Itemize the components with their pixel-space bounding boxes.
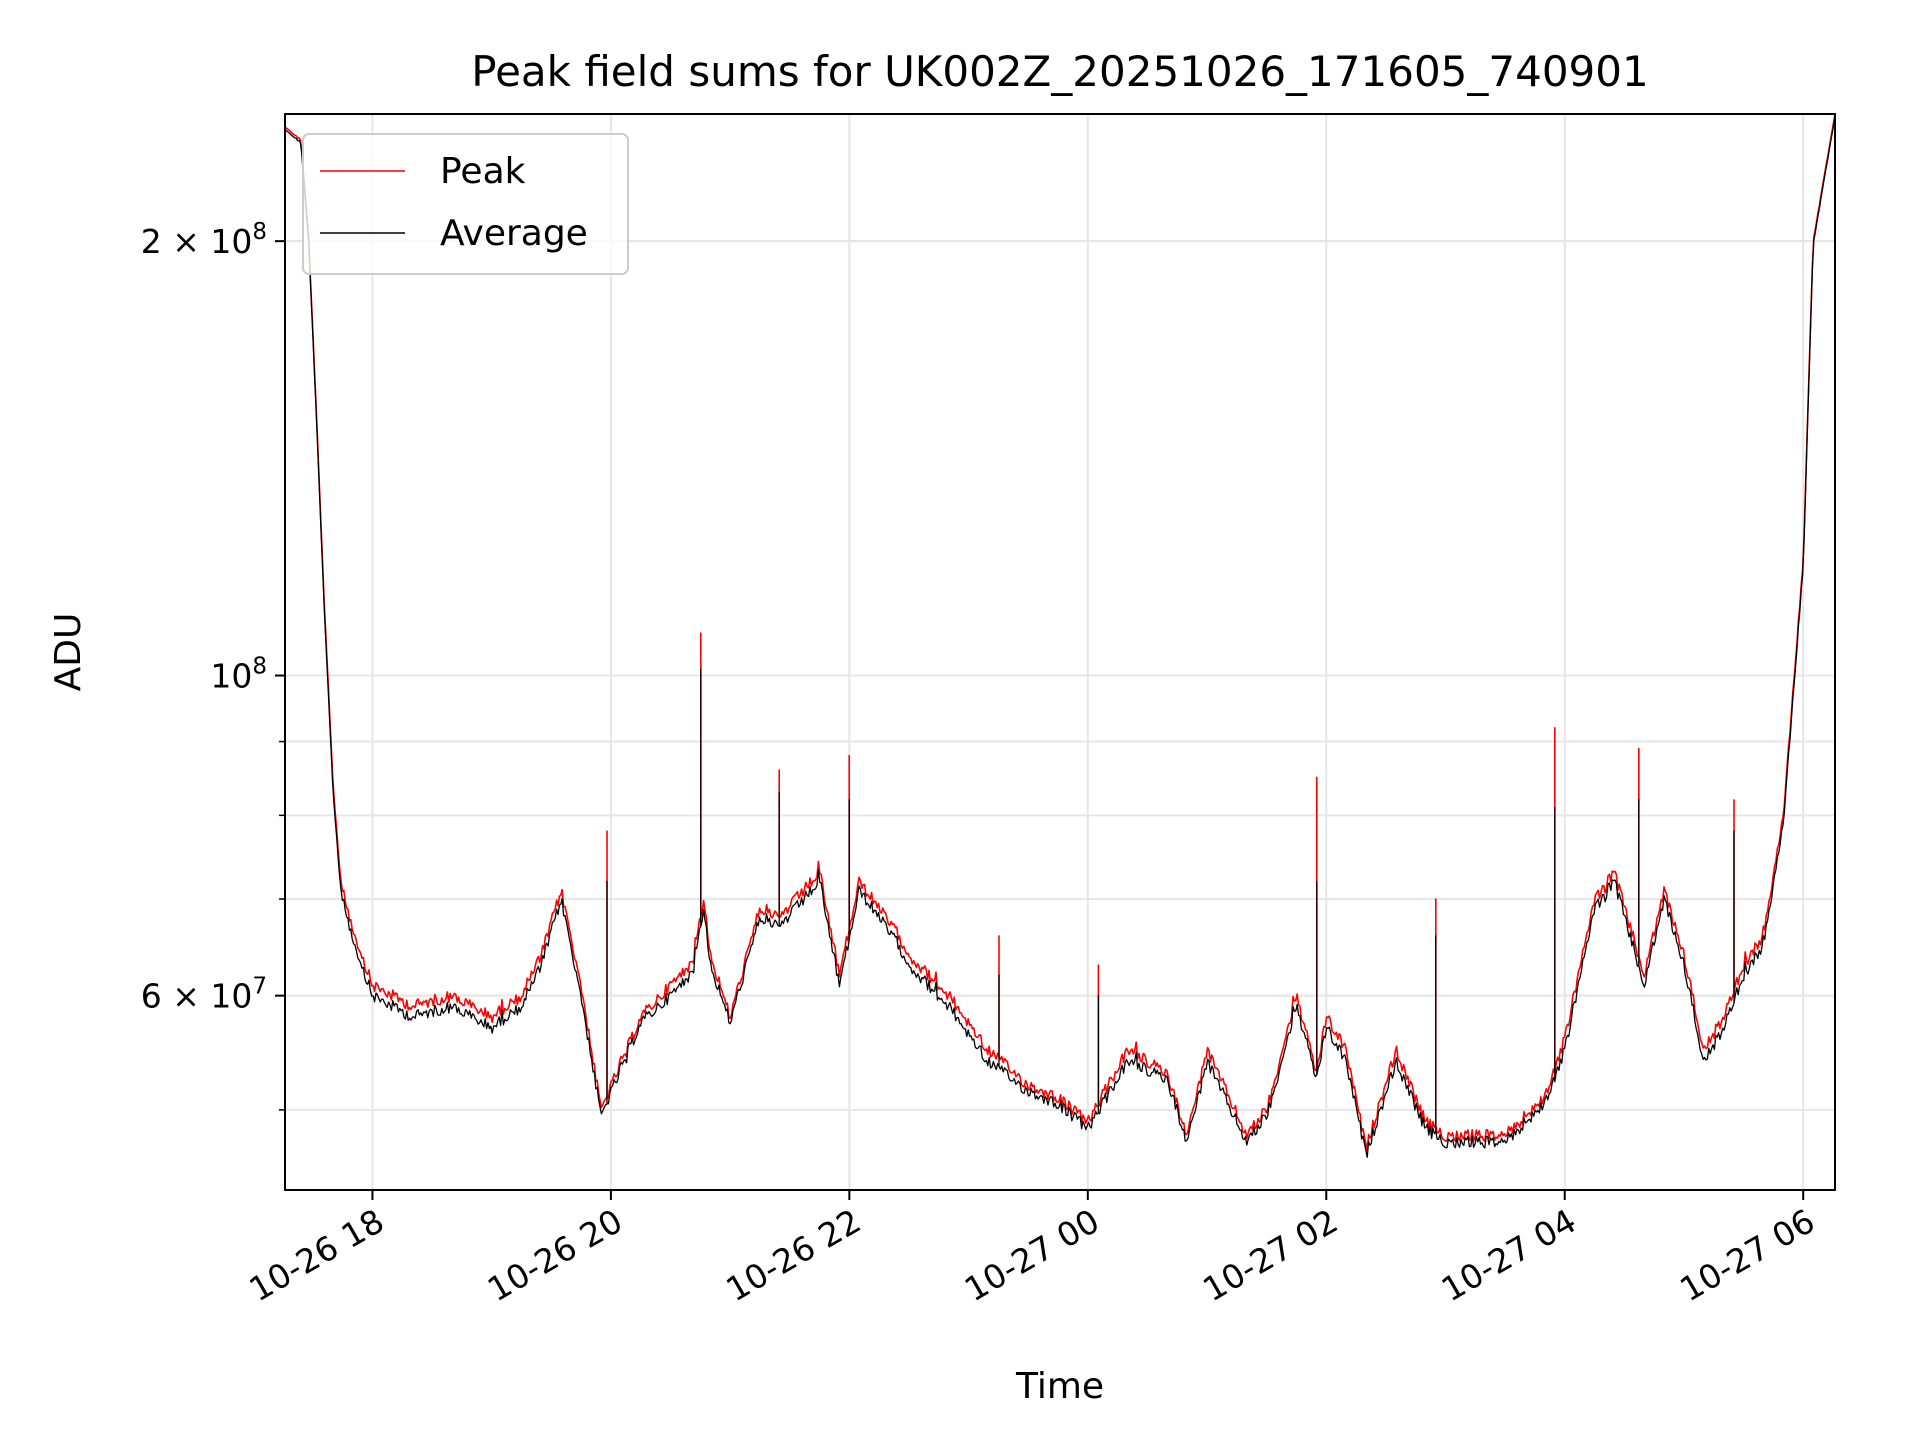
legend-label-peak: Peak (440, 151, 526, 192)
series-line-peak (284, 115, 1836, 1152)
legend-box (302, 133, 629, 275)
y-axis-label: ADU (48, 613, 89, 692)
grid-lines (285, 114, 1835, 1190)
y-axis: 2 × 108 108 6 × 107 (141, 219, 285, 1111)
plot-frame (284, 113, 1836, 1191)
y-tick-label: 108 (210, 654, 267, 696)
legend: Peak Average (302, 133, 629, 275)
legend-label-average: Average (440, 213, 588, 254)
y-tick-label: 2 × 108 (141, 219, 267, 261)
series-line-average (284, 117, 1836, 1158)
chart-title: Peak field sums for UK002Z_20251026_1716… (471, 47, 1648, 96)
x-axis-label: Time (1015, 1366, 1104, 1407)
y-tick-label: 6 × 107 (141, 974, 267, 1016)
series-lines (284, 115, 1836, 1158)
